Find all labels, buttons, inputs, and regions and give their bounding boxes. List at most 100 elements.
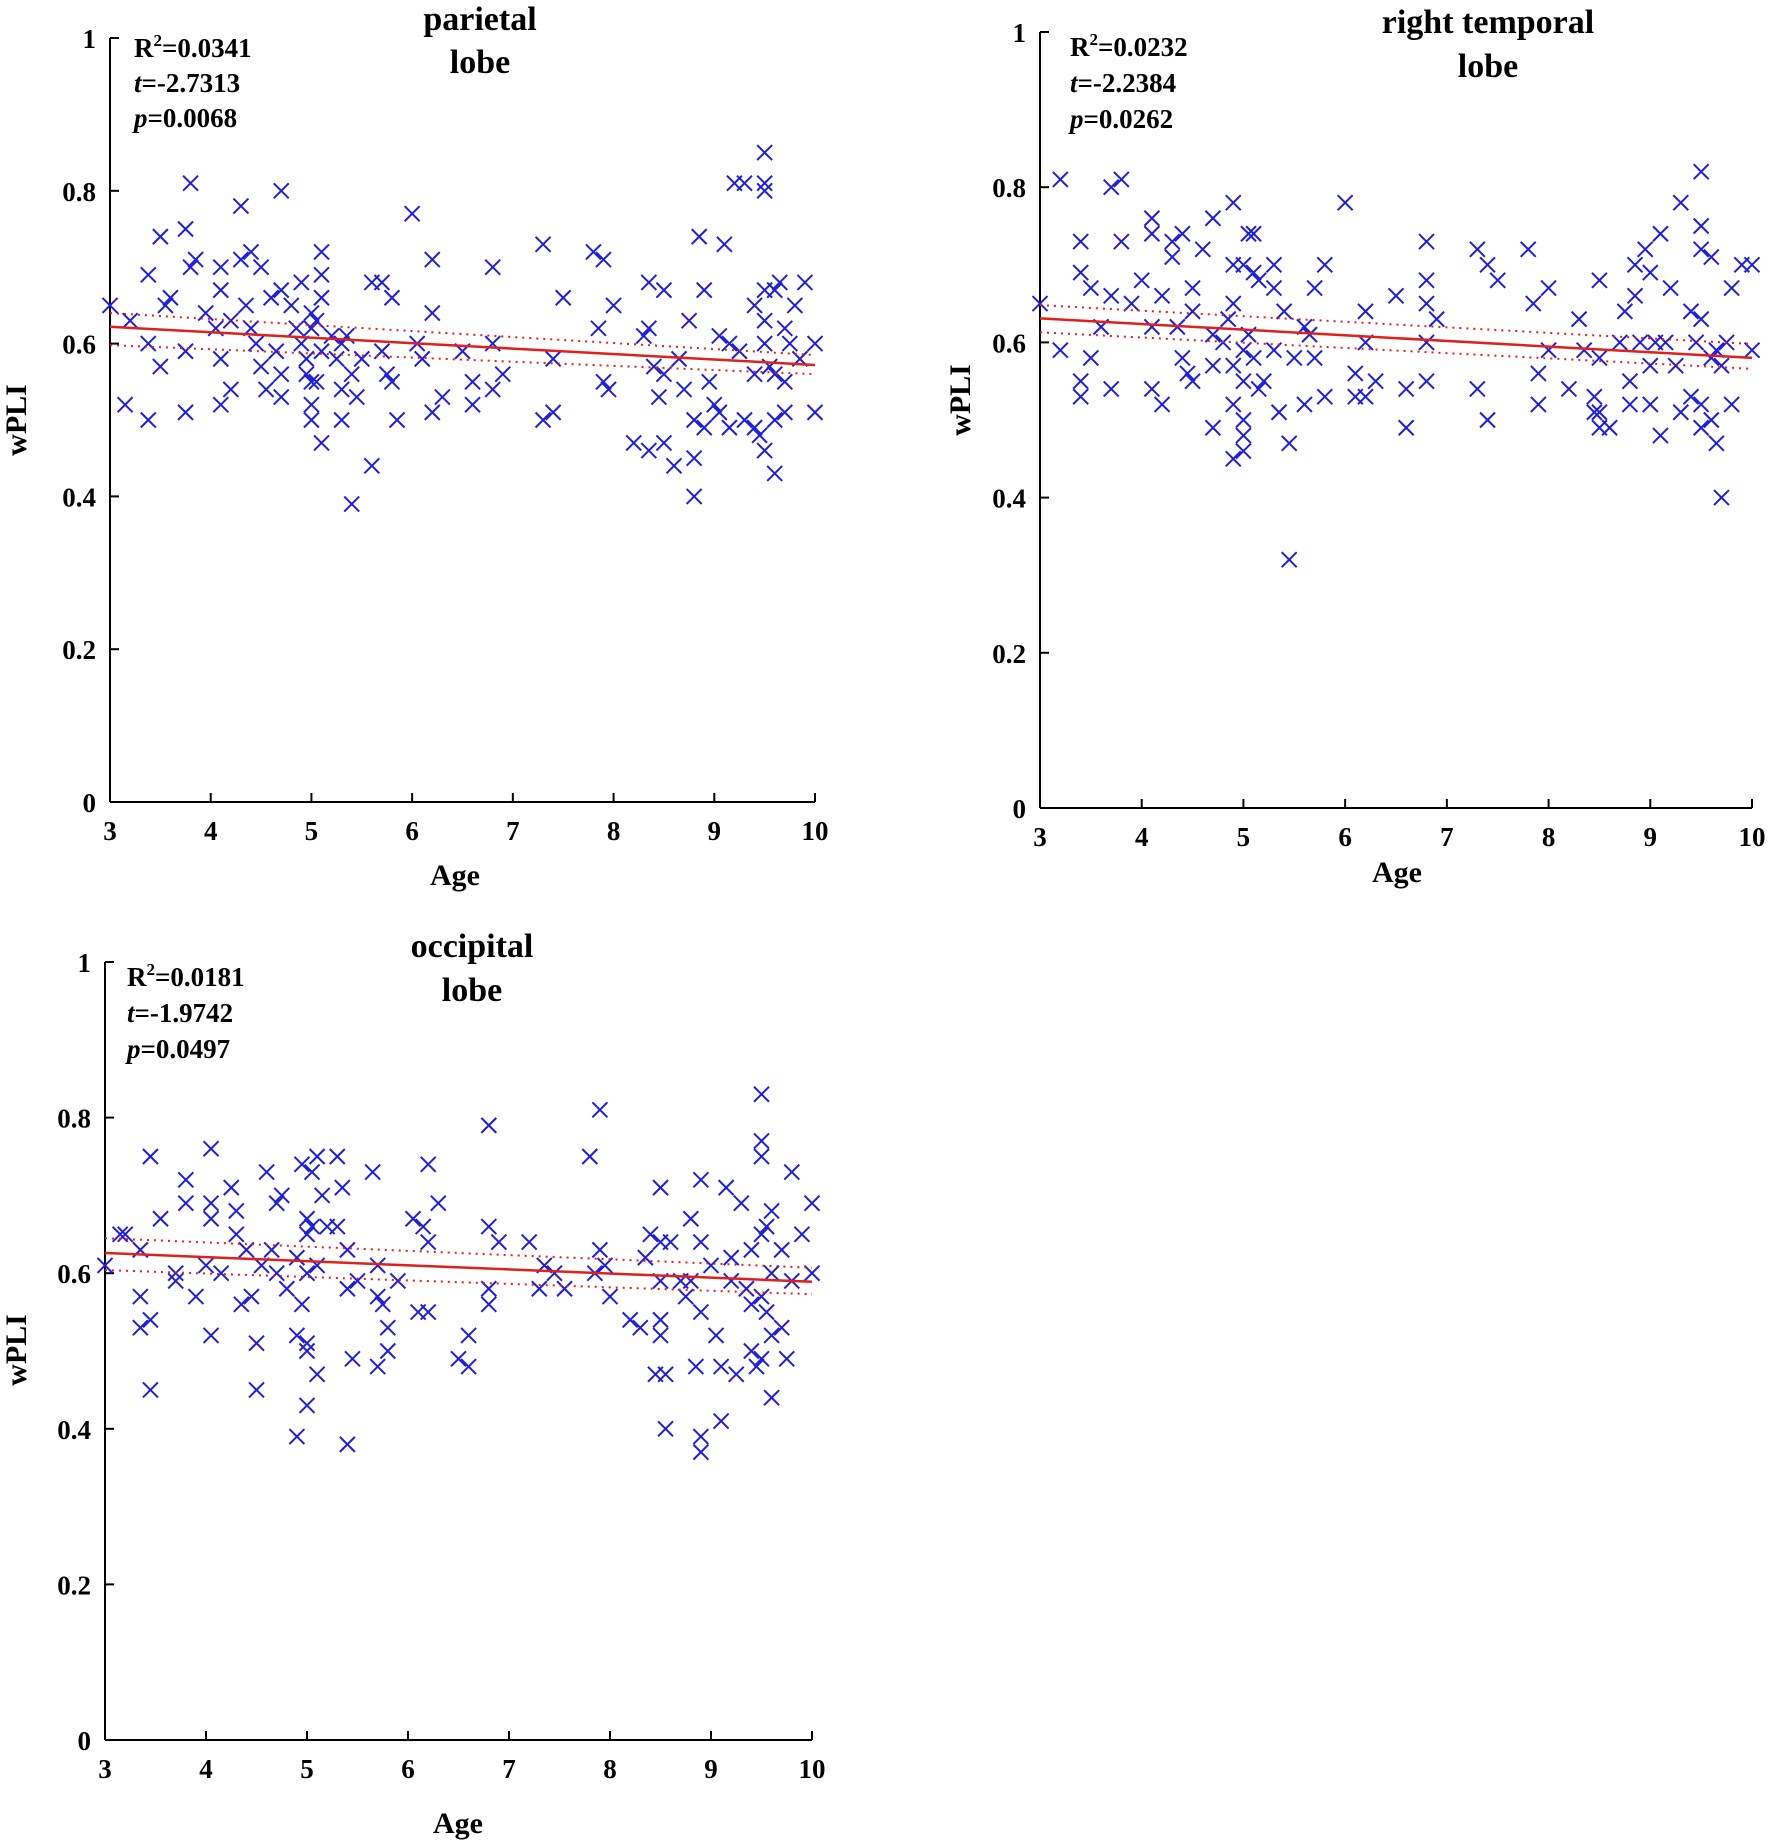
data-point [243, 1288, 260, 1305]
x-tick-labels: 3 4 5 6 7 8 9 10 [98, 1754, 825, 1784]
data-point [716, 236, 733, 253]
data-point [378, 365, 396, 383]
data-point [460, 1327, 477, 1344]
data-point [197, 304, 214, 322]
data-point [1570, 310, 1588, 328]
data-point [464, 396, 481, 413]
data-point [303, 304, 320, 322]
data-point [338, 327, 355, 345]
data-point [717, 1179, 735, 1196]
data-point [1687, 334, 1705, 351]
data-point [1626, 256, 1644, 274]
data-point [308, 1366, 326, 1383]
data-point [273, 365, 290, 383]
data-point [1072, 233, 1089, 250]
data-point [1235, 372, 1252, 390]
data-point [806, 335, 824, 352]
data-point [803, 1194, 821, 1212]
data-point [753, 1350, 770, 1367]
chart-occipital-lobe: occipital lobe R2=0.0181 t=-1.9742 p=0.0… [0, 928, 826, 1840]
data-point [662, 1233, 679, 1251]
data-point [595, 251, 612, 268]
data-point [652, 1327, 669, 1344]
data-point [111, 1226, 129, 1243]
data-point [546, 1264, 563, 1282]
data-point [531, 1280, 548, 1297]
data-point [389, 1272, 407, 1290]
data-point [329, 1148, 346, 1165]
data-point [1530, 396, 1547, 413]
data-point [298, 1342, 316, 1360]
data-point [252, 258, 270, 276]
data-point [404, 1210, 422, 1227]
chart-marks [1031, 31, 1761, 809]
data-point [222, 312, 240, 329]
data-point [743, 1296, 760, 1313]
data-point [677, 1288, 694, 1305]
data-point [1225, 396, 1242, 413]
data-point [273, 1187, 290, 1204]
data-point [1225, 450, 1242, 468]
data-point [781, 335, 799, 352]
data-point [1102, 178, 1120, 196]
data-point [329, 1218, 346, 1235]
data-point [655, 281, 673, 299]
data-point [712, 1412, 730, 1430]
data-point [252, 358, 270, 375]
data-point [743, 1342, 760, 1360]
data-point [665, 457, 683, 475]
data-point [1667, 357, 1684, 374]
data-point [258, 1163, 275, 1181]
data-point [303, 320, 320, 337]
data-point [1164, 233, 1181, 250]
data-point [1184, 303, 1201, 320]
data-point [212, 350, 229, 368]
data-point [414, 350, 431, 368]
data-point [1672, 194, 1690, 211]
data-point [637, 1249, 654, 1266]
data-point [142, 1148, 159, 1165]
data-point [652, 1179, 669, 1196]
data-point [232, 197, 250, 215]
data-point [1616, 303, 1634, 320]
data-point [1387, 287, 1405, 305]
data-point [383, 289, 401, 306]
data-point [228, 1202, 245, 1220]
data-point [369, 1358, 386, 1375]
data-point [223, 1179, 240, 1196]
data-point [1657, 334, 1674, 351]
data-point [722, 1249, 740, 1266]
y-tick-label: 1 [78, 948, 92, 978]
data-point [796, 274, 814, 291]
data-point [383, 373, 401, 391]
r-squared-stat: R2=0.0341 [134, 31, 252, 63]
data-point [298, 1210, 316, 1227]
data-point [1143, 380, 1161, 398]
data-point [751, 427, 768, 444]
data-point [142, 1381, 159, 1399]
chart-right-temporal-lobe: right temporal lobe R2=0.0232 t=-2.2384 … [944, 4, 1766, 889]
data-point [692, 1443, 710, 1461]
data-point [177, 1171, 195, 1189]
data-point [1204, 326, 1222, 343]
data-point [1586, 388, 1603, 405]
data-point [232, 251, 250, 268]
data-point [1296, 396, 1313, 413]
data-point [1316, 256, 1334, 274]
data-point [793, 1226, 811, 1243]
y-tick-label: 0.2 [992, 639, 1026, 669]
x-tick-label: 5 [305, 816, 319, 846]
x-tick-label: 3 [1033, 822, 1047, 852]
data-point [494, 365, 511, 383]
data-point [1240, 225, 1257, 242]
data-point [247, 335, 265, 352]
y-tick-label: 0.4 [62, 482, 96, 512]
data-point [1520, 241, 1537, 258]
data-point [167, 1272, 184, 1290]
data-point [670, 350, 688, 368]
data-point [590, 320, 607, 337]
r-squared-stat: R2=0.0232 [1070, 30, 1188, 62]
x-tick-label: 4 [204, 816, 218, 846]
data-point [222, 381, 240, 398]
data-point [177, 404, 194, 421]
